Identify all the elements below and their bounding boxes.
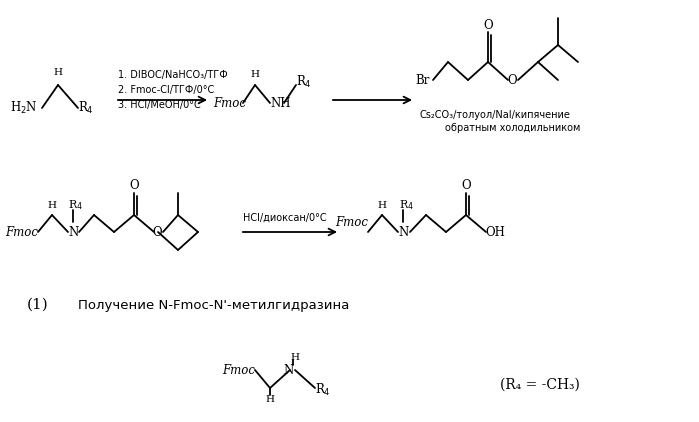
Text: (R₄ = -CH₃): (R₄ = -CH₃): [500, 378, 580, 392]
Text: 3. HCl/MeOH/0°C: 3. HCl/MeOH/0°C: [118, 100, 201, 110]
Text: H: H: [291, 354, 299, 362]
Text: R$_4$: R$_4$: [399, 198, 414, 212]
Text: H: H: [266, 395, 275, 405]
Text: N: N: [68, 225, 78, 238]
Text: Br: Br: [415, 73, 429, 87]
Text: 1. DIBOC/NaHCO₃/ТГФ: 1. DIBOC/NaHCO₃/ТГФ: [118, 70, 228, 80]
Text: O: O: [461, 179, 471, 192]
Text: HCl/диоксан/0°C: HCl/диоксан/0°C: [243, 213, 326, 223]
Text: H: H: [377, 200, 387, 209]
Text: R$_4$: R$_4$: [315, 382, 331, 398]
Text: O: O: [507, 73, 517, 87]
Text: Получение N-Fmoc-N'-метилгидразина: Получение N-Fmoc-N'-метилгидразина: [78, 298, 350, 311]
Text: H$_2$N: H$_2$N: [10, 100, 38, 116]
Text: N: N: [398, 225, 408, 238]
Text: обратным холодильником: обратным холодильником: [445, 123, 580, 133]
Text: Cs₂CO₃/толуол/NaI/кипячение: Cs₂CO₃/толуол/NaI/кипячение: [420, 110, 571, 120]
Text: H: H: [250, 70, 259, 78]
Text: H: H: [54, 68, 62, 76]
Text: O: O: [129, 179, 139, 192]
Text: O: O: [152, 225, 161, 238]
Text: R$_4$: R$_4$: [296, 74, 312, 90]
Text: R$_4$: R$_4$: [68, 198, 83, 212]
Text: O: O: [483, 19, 493, 32]
Text: NH: NH: [270, 97, 291, 109]
Text: H: H: [48, 200, 57, 209]
Text: Fmoc: Fmoc: [5, 225, 38, 238]
Text: Fmoc: Fmoc: [335, 216, 368, 228]
Text: 2. Fmoc-Cl/ТГФ/0°C: 2. Fmoc-Cl/ТГФ/0°C: [118, 85, 215, 95]
Text: OH: OH: [485, 225, 505, 238]
Text: N: N: [283, 363, 294, 376]
Text: (1): (1): [27, 298, 49, 312]
Text: Fmoc: Fmoc: [213, 97, 246, 109]
Text: Fmoc: Fmoc: [222, 363, 255, 376]
Text: R$_4$: R$_4$: [78, 100, 94, 116]
